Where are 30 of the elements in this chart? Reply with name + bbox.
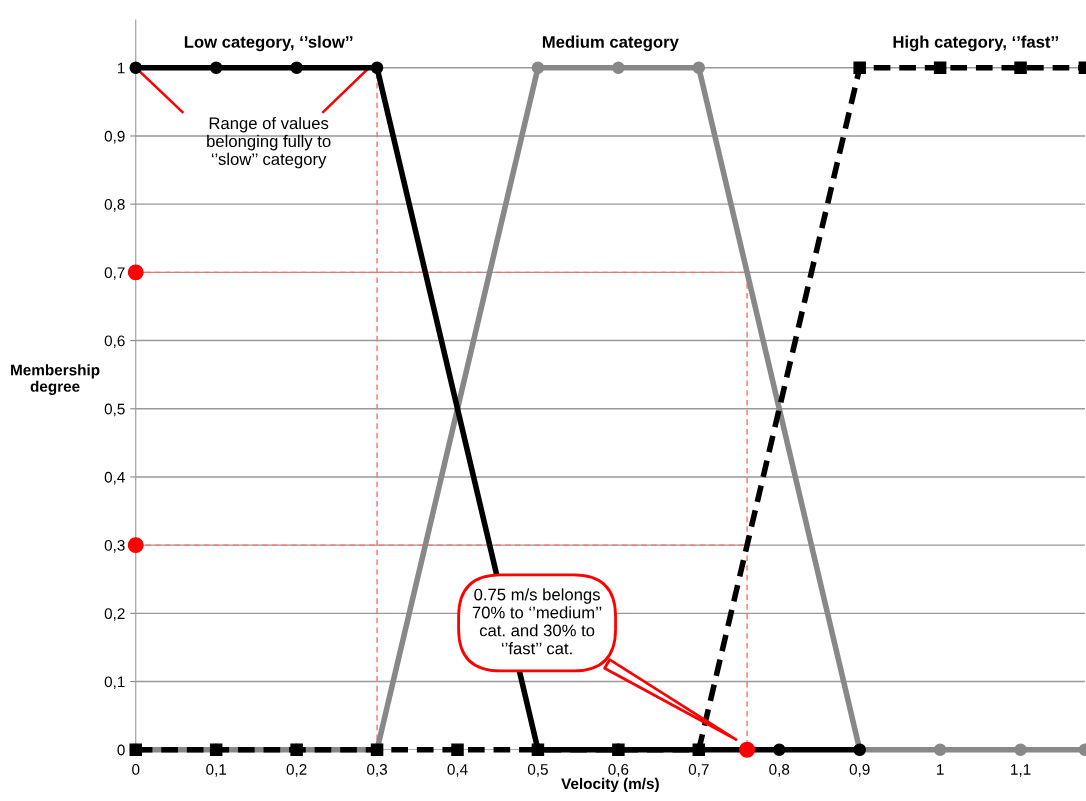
y-tick-label: 0,2 <box>104 608 125 621</box>
y-tick-label: 0,9 <box>104 130 125 144</box>
x-tick-label: 0 <box>132 764 140 775</box>
x-tick-label: 0,2 <box>286 764 307 777</box>
x-tick-label: 0,6 <box>608 764 629 777</box>
y-tick-label: 0,7 <box>104 267 125 280</box>
y-tick-label: 0,5 <box>104 403 125 417</box>
annotation: 0.75 m/s belongs 70% to ‘’medium’’ cat. and 30% to ‘’fast’’ cat. <box>472 588 602 655</box>
annotation: Medium category <box>542 35 679 52</box>
x-tick-label: 0,8 <box>769 764 790 777</box>
x-tick-label: 0,4 <box>447 764 468 777</box>
y-tick-label: 0,8 <box>104 199 125 212</box>
y-tick-label: 0,1 <box>104 676 125 690</box>
x-tick-label: 0,3 <box>367 764 388 777</box>
annotation: Low category, ‘’slow’’ <box>184 35 353 52</box>
x-tick-label: 0,7 <box>688 764 709 777</box>
y-axis-title: Membership degree <box>11 364 100 395</box>
annotation: High category, ‘’fast’’ <box>893 35 1058 52</box>
x-tick-label: 0,5 <box>527 764 548 777</box>
x-tick-label: 1 <box>937 764 944 775</box>
y-tick-label: 0,3 <box>104 540 125 553</box>
annotation: Range of values belonging fully to ‘’slow’’ category <box>207 116 331 169</box>
y-tick-label: 0 <box>117 744 125 756</box>
y-tick-label: 0,6 <box>104 335 125 349</box>
x-tick-label: 0,1 <box>206 764 227 777</box>
y-tick-label: 1 <box>118 62 125 74</box>
x-tick-label: 0,9 <box>849 764 870 777</box>
x-axis-title: Velocity (m/s) <box>561 777 659 793</box>
y-tick-label: 0,4 <box>104 471 125 485</box>
x-tick-label: 1,1 <box>1011 764 1031 777</box>
